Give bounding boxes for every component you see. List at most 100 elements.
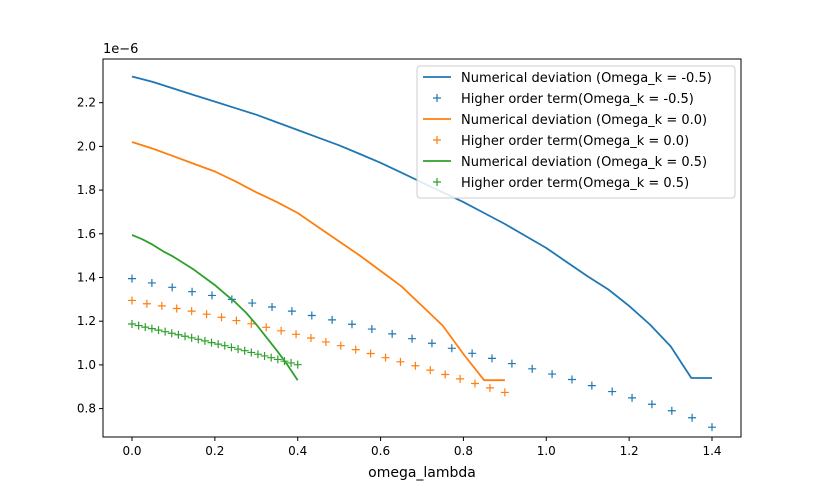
data-point bbox=[608, 387, 617, 396]
data-point bbox=[471, 379, 480, 388]
data-point bbox=[366, 349, 375, 358]
y-tick-label: 1.8 bbox=[77, 183, 96, 197]
legend-label: Numerical deviation (Omega_k = -0.5) bbox=[461, 71, 712, 86]
axes-frame bbox=[102, 58, 742, 438]
y-tick-label: 1.0 bbox=[77, 358, 96, 372]
data-point bbox=[262, 323, 271, 332]
data-point bbox=[388, 329, 397, 338]
legend-label: Numerical deviation (Omega_k = 0.0) bbox=[461, 113, 707, 128]
series-markers-3 bbox=[128, 296, 509, 397]
data-point bbox=[217, 313, 226, 322]
data-point bbox=[307, 311, 316, 320]
data-point bbox=[187, 333, 196, 342]
data-point bbox=[280, 357, 289, 366]
data-point bbox=[181, 332, 190, 341]
data-point bbox=[456, 374, 465, 383]
data-point bbox=[500, 388, 509, 397]
data-point bbox=[220, 341, 229, 350]
data-point bbox=[273, 355, 282, 364]
data-point bbox=[277, 326, 286, 335]
data-point bbox=[268, 302, 277, 311]
data-point bbox=[253, 350, 262, 359]
data-point bbox=[292, 330, 301, 339]
data-point bbox=[441, 370, 450, 379]
data-point bbox=[488, 354, 497, 363]
legend-marker-swatch bbox=[433, 94, 441, 102]
series-markers-1 bbox=[128, 274, 716, 432]
x-tick-label: 0.6 bbox=[371, 444, 390, 458]
legend-label: Numerical deviation (Omega_k = 0.5) bbox=[461, 155, 707, 170]
x-axis-label: omega_lambda bbox=[368, 465, 476, 481]
data-point bbox=[708, 423, 716, 432]
y-tick-label: 2.2 bbox=[77, 96, 96, 110]
data-point bbox=[232, 316, 241, 325]
x-tick-label: 0.8 bbox=[454, 444, 473, 458]
y-tick-label: 1.6 bbox=[77, 227, 96, 241]
data-point bbox=[194, 335, 203, 344]
data-point bbox=[528, 364, 537, 373]
data-point bbox=[287, 307, 296, 316]
data-point bbox=[147, 324, 156, 333]
series-line-2 bbox=[131, 141, 505, 382]
data-point bbox=[426, 366, 435, 375]
legend-marker-swatch bbox=[433, 178, 441, 186]
data-point bbox=[507, 359, 516, 368]
data-point bbox=[381, 353, 390, 362]
series-markers-5 bbox=[128, 320, 302, 369]
data-point bbox=[141, 323, 150, 332]
data-point bbox=[200, 336, 209, 345]
data-point bbox=[688, 413, 697, 422]
data-point bbox=[667, 406, 676, 415]
data-point bbox=[134, 321, 143, 330]
y-scale-label: 1e−6 bbox=[103, 42, 138, 57]
data-point bbox=[247, 348, 256, 357]
data-point bbox=[188, 287, 197, 296]
y-tick-label: 0.8 bbox=[77, 402, 96, 416]
data-point bbox=[172, 304, 181, 313]
data-point bbox=[408, 334, 417, 343]
data-point bbox=[247, 319, 256, 328]
data-point bbox=[347, 320, 356, 329]
data-point bbox=[306, 334, 315, 343]
y-tick-label: 1.4 bbox=[77, 270, 96, 284]
data-point bbox=[154, 326, 163, 335]
data-point bbox=[396, 357, 405, 366]
data-point bbox=[427, 339, 436, 348]
data-point bbox=[548, 370, 557, 379]
data-point bbox=[128, 274, 136, 283]
legend-label: Higher order term(Omega_k = 0.0) bbox=[461, 134, 689, 149]
data-point bbox=[351, 345, 360, 354]
data-point bbox=[587, 381, 596, 390]
data-point bbox=[567, 375, 576, 384]
plot-area bbox=[128, 75, 716, 432]
legend-marker-swatch bbox=[433, 136, 441, 144]
x-tick-label: 0.2 bbox=[205, 444, 224, 458]
data-point bbox=[234, 345, 243, 354]
y-axis: 0.8 1.0 1.2 1.4 1.6 1.8 2.0 2.2 bbox=[77, 96, 103, 416]
data-point bbox=[161, 327, 170, 336]
data-point bbox=[260, 351, 269, 360]
data-point bbox=[287, 358, 296, 367]
data-point bbox=[240, 346, 249, 355]
legend-label: Higher order term(Omega_k = -0.5) bbox=[461, 92, 694, 107]
x-tick-label: 1.2 bbox=[620, 444, 639, 458]
data-point bbox=[174, 330, 183, 339]
x-axis: 0.0 0.2 0.4 0.6 0.8 1.0 1.2 1.4 bbox=[122, 437, 722, 458]
y-tick-label: 2.0 bbox=[77, 139, 96, 153]
data-point bbox=[447, 344, 456, 353]
series-line-4 bbox=[131, 234, 299, 381]
y-tick-label: 1.2 bbox=[77, 314, 96, 328]
data-point bbox=[147, 278, 156, 287]
data-point bbox=[128, 320, 136, 329]
data-point bbox=[142, 299, 151, 308]
data-point bbox=[207, 338, 216, 347]
data-point bbox=[214, 340, 223, 349]
data-point bbox=[321, 337, 330, 346]
x-tick-label: 0.4 bbox=[288, 444, 307, 458]
data-point bbox=[328, 315, 337, 324]
data-point bbox=[468, 349, 477, 358]
legend: Numerical deviation (Omega_k = -0.5) High… bbox=[416, 65, 736, 199]
data-point bbox=[248, 299, 257, 308]
x-tick-label: 0.0 bbox=[122, 444, 141, 458]
